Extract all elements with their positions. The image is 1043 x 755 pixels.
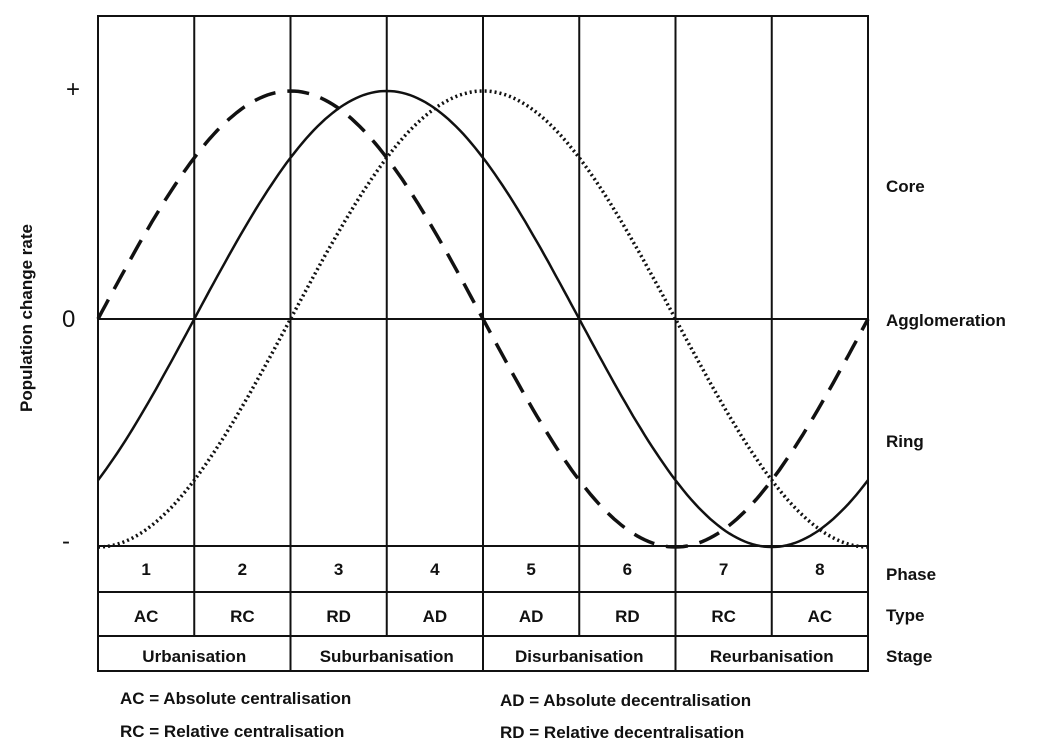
phase-cell: 2 bbox=[238, 560, 247, 579]
type-cell: RD bbox=[615, 607, 640, 626]
curve-label-agglomeration: Agglomeration bbox=[886, 311, 1006, 330]
phase-table: 1 2 3 4 5 6 7 8 AC RC RD AD AD RD RC AC Urbanisation Subu… bbox=[97, 545, 869, 672]
type-cell: RC bbox=[711, 607, 736, 626]
type-cell: AD bbox=[423, 607, 448, 626]
row-label-phase: Phase bbox=[886, 565, 936, 584]
stage-cell: Suburbanisation bbox=[320, 647, 454, 666]
y-tick-plus: + bbox=[66, 76, 80, 103]
type-cell: AD bbox=[519, 607, 544, 626]
phase-cell: 6 bbox=[623, 560, 632, 579]
legend-rd: RD = Relative decentralisation bbox=[500, 723, 744, 742]
table-cells: 1 2 3 4 5 6 7 8 AC RC RD AD AD RD RC AC Urbanisation Subu… bbox=[134, 560, 834, 671]
type-cell: AC bbox=[808, 607, 833, 626]
curve-agglomeration bbox=[96, 89, 869, 549]
stage-cell: Disurbanisation bbox=[515, 647, 643, 666]
y-tick-zero: 0 bbox=[62, 306, 75, 333]
curves bbox=[96, 89, 870, 549]
row-label-stage: Stage bbox=[886, 647, 932, 666]
type-cell: RD bbox=[326, 607, 351, 626]
phase-dividers bbox=[193, 16, 773, 636]
phase-cell: 8 bbox=[815, 560, 824, 579]
legend-ac: AC = Absolute centralisation bbox=[120, 689, 351, 708]
type-cell: RC bbox=[230, 607, 255, 626]
legend-ad: AD = Absolute decentralisation bbox=[500, 691, 751, 710]
row-label-type: Type bbox=[886, 606, 924, 625]
curve-label-ring: Ring bbox=[886, 432, 924, 451]
phase-cell: 3 bbox=[334, 560, 343, 579]
curve-label-core: Core bbox=[886, 177, 925, 196]
curve-core bbox=[96, 89, 870, 549]
phase-cell: 5 bbox=[526, 560, 535, 579]
stage-cell: Urbanisation bbox=[142, 647, 246, 666]
phase-cell: 7 bbox=[719, 560, 728, 579]
phase-cell: 1 bbox=[141, 560, 150, 579]
y-axis-label: Population change rate bbox=[17, 224, 36, 412]
y-tick-minus: - bbox=[62, 528, 70, 555]
stage-cell: Reurbanisation bbox=[710, 647, 834, 666]
plot-area bbox=[96, 15, 870, 636]
legend-rc: RC = Relative centralisation bbox=[120, 722, 344, 741]
phase-cell: 4 bbox=[430, 560, 440, 579]
type-cell: AC bbox=[134, 607, 159, 626]
